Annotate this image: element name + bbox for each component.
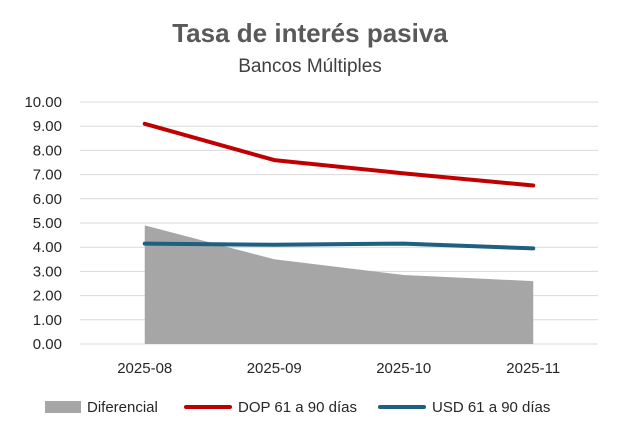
y-tick-label: 8.00 [33,142,62,159]
line-usd-61-a-90-d-as [142,241,536,251]
y-tick-label: 10.00 [24,94,62,111]
chart-subtitle: Bancos Múltiples [238,56,382,77]
x-tick-label: 2025-10 [376,360,431,377]
y-tick-label: 7.00 [33,167,62,184]
legend-swatch [45,401,81,413]
y-tick-label: 0.00 [33,336,62,353]
y-tick-label: 3.00 [33,263,62,280]
line-dop-61-a-90-d-as [142,121,536,188]
area-series [144,225,534,344]
legend-item-usd-61-a-90-d-as: USD 61 a 90 días [378,399,550,416]
x-tick-label: 2025-09 [247,360,302,377]
chart-title: Tasa de interés pasiva [172,18,448,48]
x-axis-tick-labels: 2025-08 2025-09 2025-10 2025-11 [117,360,560,377]
legend-label: DOP 61 a 90 días [238,399,357,416]
legend-label: USD 61 a 90 días [432,399,550,416]
y-tick-label: 5.00 [33,215,62,232]
y-tick-label: 1.00 [33,312,62,329]
y-tick-label: 6.00 [33,191,62,208]
legend-item-dop-61-a-90-d-as: DOP 61 a 90 días [184,399,357,416]
area-diferencial [144,225,534,344]
x-tick-label: 2025-11 [506,360,560,377]
y-tick-label: 4.00 [33,239,62,256]
y-axis-tick-labels: 0.00 1.00 2.00 3.00 4.00 5.00 6.00 7.00 8.00 9.00… [24,94,62,353]
legend: Diferencial DOP 61 a 90 días USD 61 a 90 d… [45,399,550,416]
legend-label: Diferencial [87,399,158,416]
y-tick-label: 9.00 [33,118,62,135]
x-tick-label: 2025-08 [117,360,172,377]
legend-item-diferencial: Diferencial [45,399,158,416]
y-tick-label: 2.00 [33,288,62,305]
line-series [142,121,536,251]
